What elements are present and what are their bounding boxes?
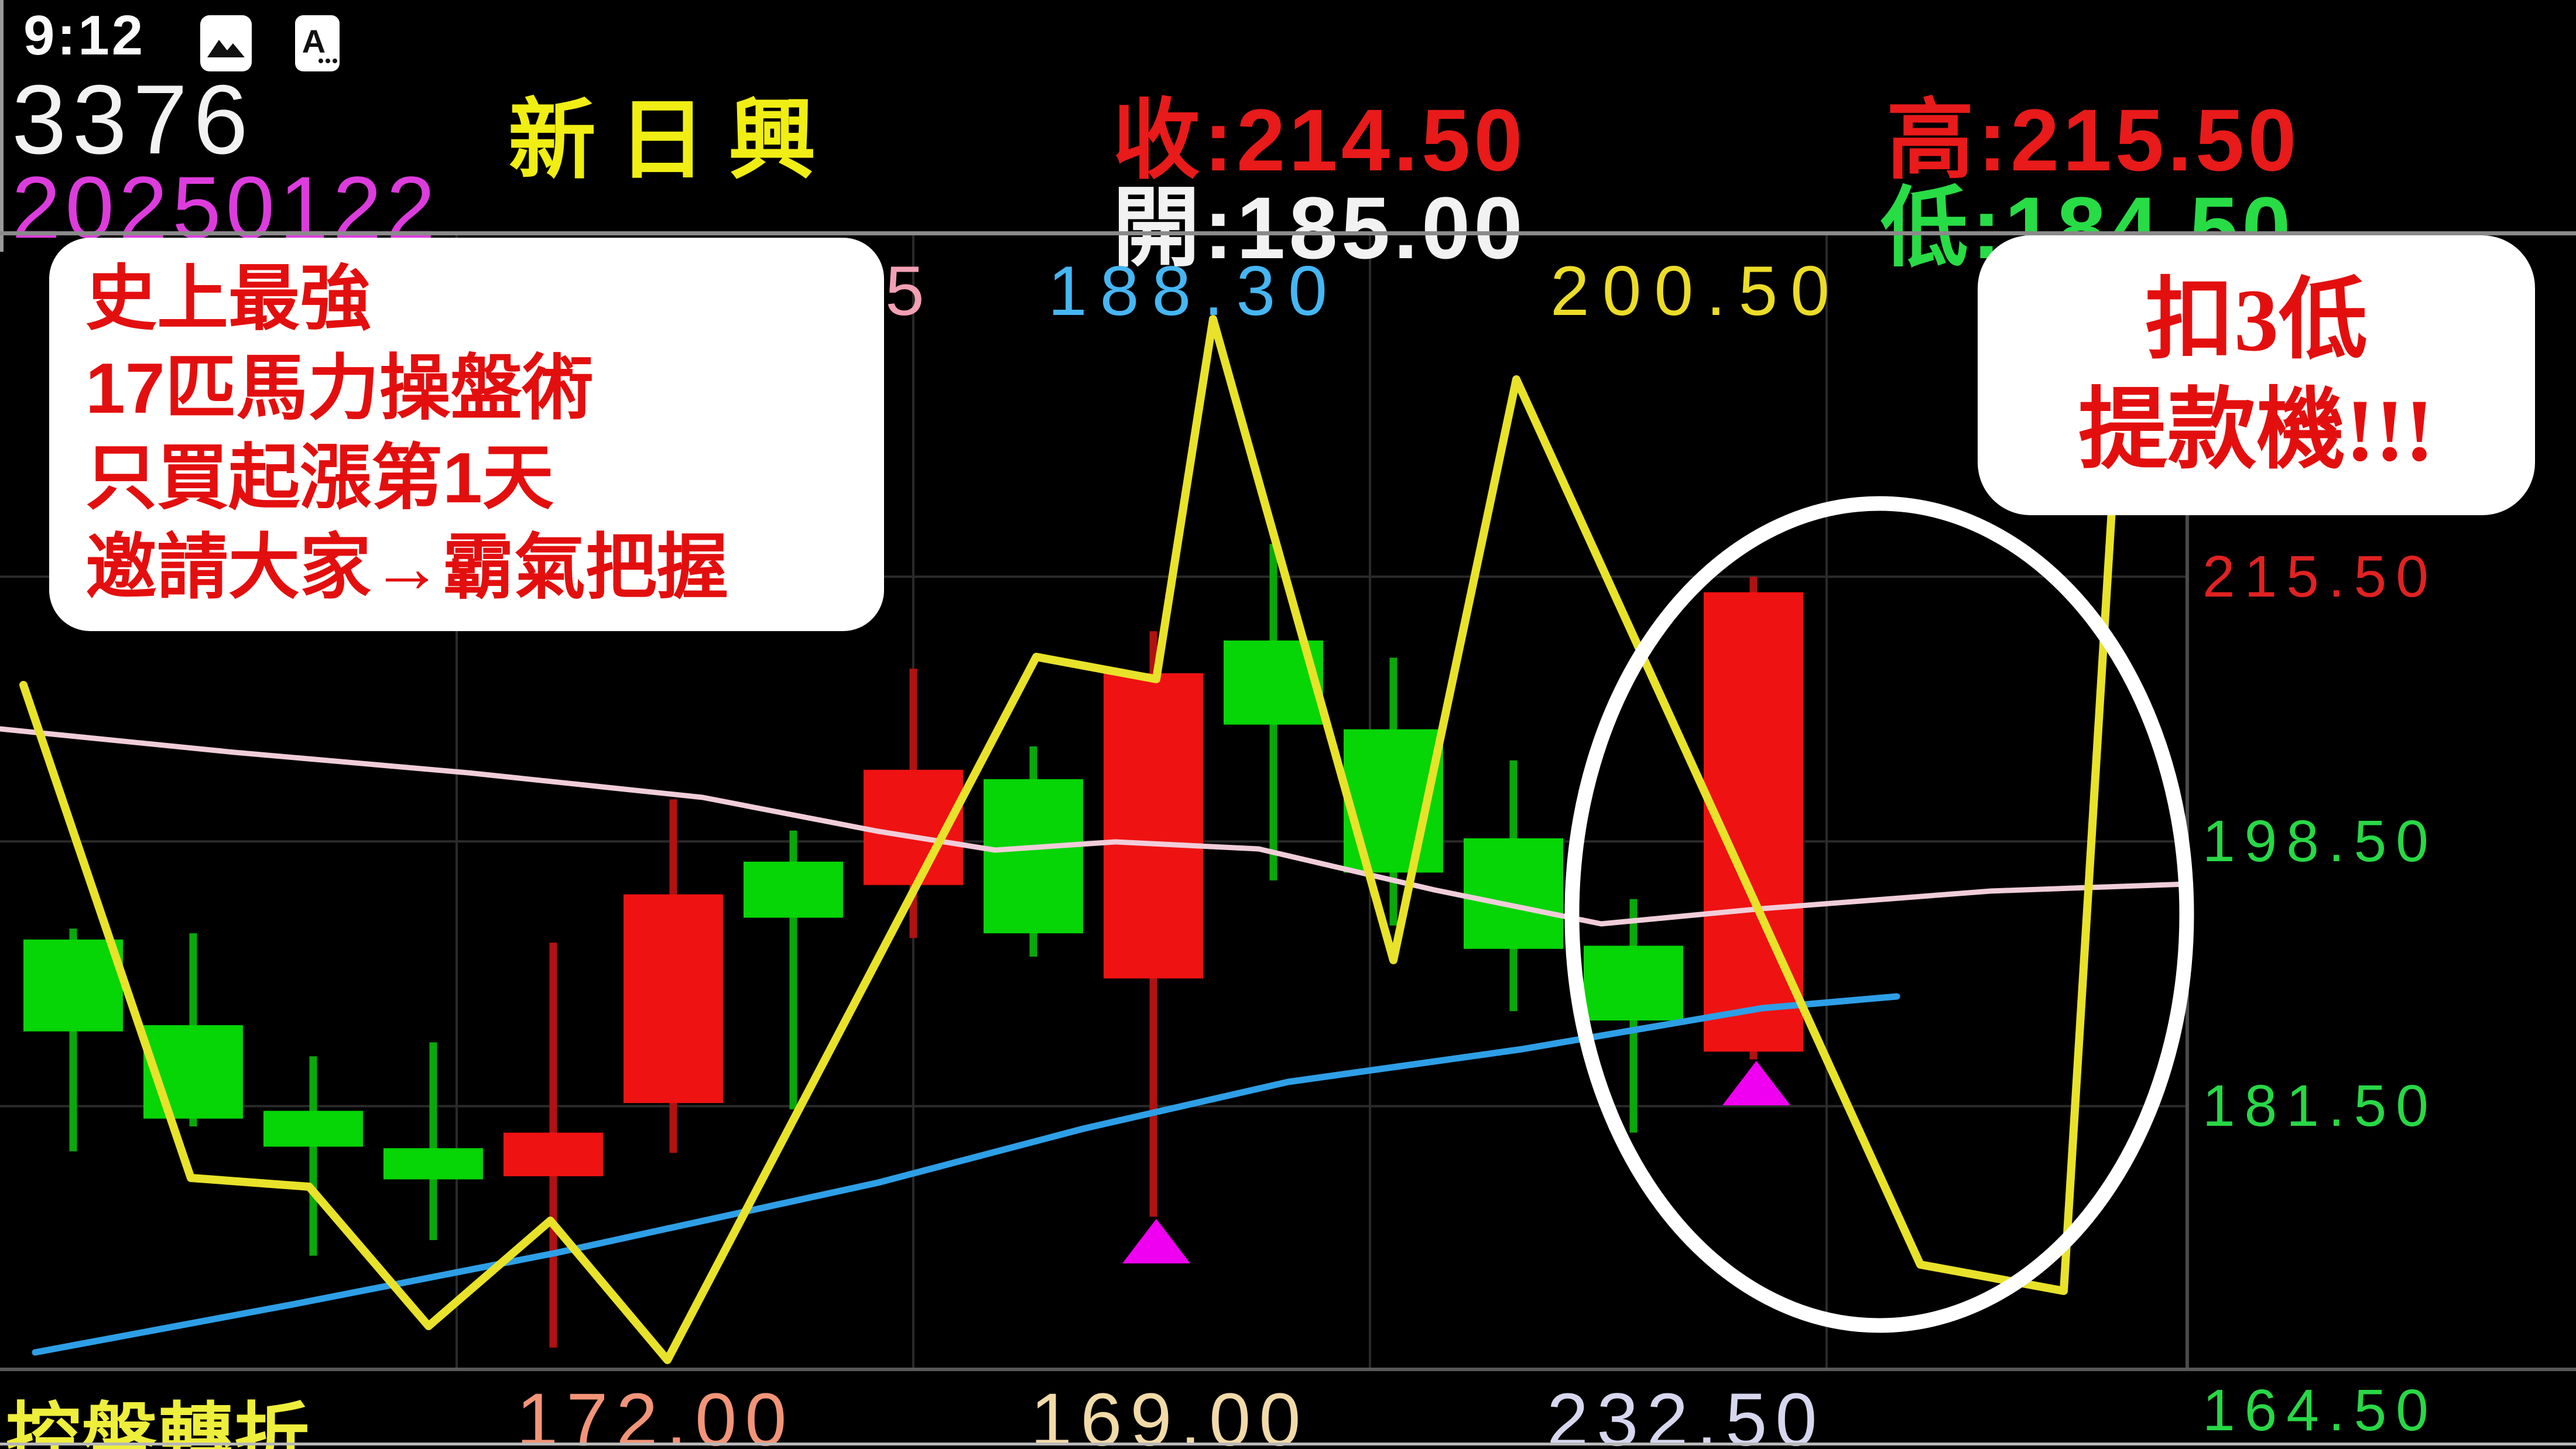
header-divider bbox=[0, 231, 2576, 235]
screen-bottom-border bbox=[0, 1443, 2576, 1445]
close-value: 214.50 bbox=[1236, 91, 1526, 189]
axis-label-215-50: 215.50 bbox=[2202, 544, 2438, 609]
candle-body bbox=[1104, 673, 1203, 979]
close-price: 收:214.50 bbox=[1112, 69, 1526, 196]
highlight-ellipse bbox=[1564, 496, 2194, 1333]
status-time: 9:12 bbox=[23, 4, 146, 67]
low-label: 低: bbox=[1880, 179, 2005, 277]
high-price: 高:215.50 bbox=[1886, 69, 2300, 196]
stock-code[interactable]: 3376 bbox=[12, 64, 254, 174]
turning-point-line bbox=[19, 315, 2119, 1364]
signal-annotation-bubble: 扣3低 提款機!!! bbox=[1978, 235, 2535, 515]
ma-value-yellow: 200.50 bbox=[1550, 252, 1843, 330]
open-label: 開: bbox=[1112, 179, 1236, 277]
promo-line-2: 17匹馬力操盤術 bbox=[85, 348, 594, 428]
open-value: 185.00 bbox=[1236, 179, 1526, 277]
promo-annotation-bubble: 史上最強 17匹馬力操盤術 只買起漲第1天 邀請大家→霸氣把握 bbox=[49, 238, 884, 631]
candle-body bbox=[1464, 838, 1563, 949]
buy-signal-triangle bbox=[1122, 1219, 1190, 1263]
chart-bottom-divider bbox=[0, 1368, 2576, 1371]
stock-name[interactable]: 新日興 bbox=[508, 91, 839, 189]
candle-body bbox=[263, 1111, 363, 1147]
candle-body bbox=[1584, 946, 1683, 1021]
open-price: 開:185.00 bbox=[1112, 157, 1526, 284]
high-value: 215.50 bbox=[2010, 91, 2300, 189]
candle-body bbox=[744, 861, 843, 918]
ma-value-partial: 5 bbox=[885, 252, 924, 330]
candle-body bbox=[503, 1132, 603, 1177]
buy-signal-triangle bbox=[1722, 1061, 1790, 1105]
candle-body bbox=[984, 779, 1083, 934]
candle-body bbox=[383, 1148, 483, 1180]
screen-left-border bbox=[0, 0, 4, 252]
signal-line-1: 扣3低 bbox=[2145, 271, 2368, 369]
axis-label-164-50: 164.50 bbox=[2202, 1378, 2438, 1443]
promo-line-4: 邀請大家→霸氣把握 bbox=[85, 527, 728, 607]
svg-text:A: A bbox=[302, 23, 326, 60]
signal-line-2: 提款機!!! bbox=[2078, 381, 2434, 479]
axis-label-198-50: 198.50 bbox=[2202, 809, 2438, 874]
close-label: 收: bbox=[1112, 91, 1236, 189]
candle-body bbox=[23, 939, 123, 1032]
candle-body bbox=[624, 894, 723, 1104]
high-label: 高: bbox=[1886, 91, 2010, 189]
promo-line-1: 史上最強 bbox=[85, 259, 371, 338]
footer-indicator-label: 控盤轉折 bbox=[6, 1396, 311, 1449]
footer-turn-value-2: 169.00 bbox=[1030, 1378, 1309, 1449]
promo-line-3: 只買起漲第1天 bbox=[85, 438, 554, 518]
axis-label-181-50: 181.50 bbox=[2202, 1073, 2438, 1139]
ma-value-blue: 188.30 bbox=[1048, 252, 1341, 330]
ma-line-pink bbox=[0, 726, 2190, 927]
candle-body bbox=[143, 1025, 243, 1119]
footer-turn-value-1: 172.00 bbox=[516, 1378, 795, 1449]
footer-turn-value-3: 232.50 bbox=[1547, 1378, 1825, 1449]
ma-line-blue bbox=[32, 993, 1900, 1356]
a-overlay-icon: A bbox=[294, 14, 348, 73]
image-icon bbox=[199, 14, 253, 73]
